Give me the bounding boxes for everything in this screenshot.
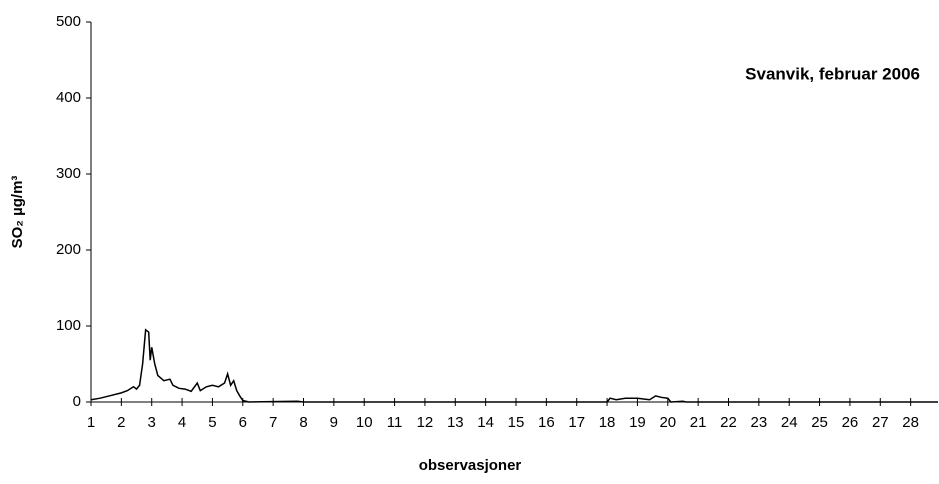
x-tick-label: 2 [117, 414, 125, 431]
y-tick-label: 300 [56, 165, 81, 182]
x-tick-label: 12 [417, 414, 434, 431]
x-tick-label: 24 [781, 414, 798, 431]
x-tick-label: 21 [690, 414, 707, 431]
y-tick-label: 200 [56, 241, 81, 258]
data-line [90, 328, 938, 403]
x-tick-label: 23 [751, 414, 768, 431]
x-tick-label: 19 [629, 414, 646, 431]
x-tick-label: 8 [299, 414, 307, 431]
y-tick-label: 400 [56, 89, 81, 106]
x-tick-label: 13 [447, 414, 464, 431]
x-tick-label: 28 [902, 414, 919, 431]
x-tick-label: 22 [720, 414, 737, 431]
x-tick-label: 9 [330, 414, 338, 431]
x-tick-label: 20 [659, 414, 676, 431]
x-tick-label: 15 [508, 414, 525, 431]
x-tick-label: 26 [842, 414, 859, 431]
x-tick-label: 4 [178, 414, 186, 431]
x-tick-label: 7 [269, 414, 277, 431]
x-tick-label: 10 [356, 414, 373, 431]
x-tick-label: 27 [872, 414, 889, 431]
x-tick-label: 11 [387, 414, 403, 431]
y-tick-label: 500 [56, 13, 81, 30]
x-tick-label: 17 [568, 414, 585, 431]
x-tick-label: 25 [811, 414, 828, 431]
x-axis-title: observasjoner [419, 457, 522, 474]
x-tick-label: 16 [538, 414, 555, 431]
x-tick-label: 18 [599, 414, 616, 431]
chart-annotation: Svanvik, februar 2006 [745, 64, 920, 83]
x-tick-label: 1 [87, 414, 95, 431]
x-tick-label: 14 [477, 414, 494, 431]
x-tick-label: 3 [148, 414, 156, 431]
y-tick-label: 0 [73, 393, 81, 410]
x-tick-label: 6 [239, 414, 247, 431]
x-tick-label: 5 [208, 414, 216, 431]
y-axis-title: SO₂ µg/m³ [9, 176, 26, 249]
y-tick-label: 100 [56, 317, 81, 334]
